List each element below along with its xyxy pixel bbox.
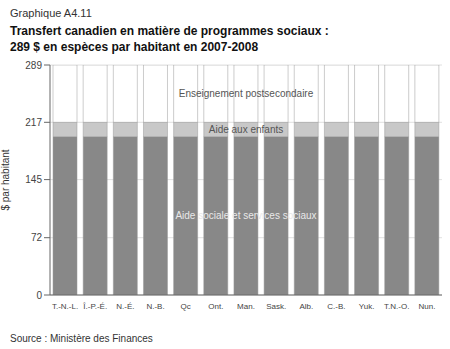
svg-text:Aide aux enfants: Aide aux enfants <box>209 124 284 135</box>
svg-text:Enseignement postsecondaire: Enseignement postsecondaire <box>179 88 314 99</box>
svg-text:72: 72 <box>31 232 43 243</box>
svg-text:Qc: Qc <box>181 302 191 311</box>
svg-text:Ont.: Ont. <box>208 302 223 311</box>
html-text:Source : Ministère des Finance: Source : Ministère des Finances <box>10 333 153 344</box>
svg-text:Alb.: Alb. <box>299 302 313 311</box>
svg-text:Man.: Man. <box>237 302 255 311</box>
svg-text:N.-É.: N.-É. <box>116 302 134 311</box>
svg-text:T.N.-O.: T.N.-O. <box>384 302 409 311</box>
svg-text:Aide sociale et services socia: Aide sociale et services sociaux <box>175 210 316 221</box>
svg-text:T.-N.-L.: T.-N.-L. <box>52 302 78 311</box>
svg-text:N.-B.: N.-B. <box>146 302 164 311</box>
html-text:Transfert canadien en matière: Transfert canadien en matière de program… <box>10 24 329 54</box>
svg-text:C.-B.: C.-B. <box>327 302 345 311</box>
svg-text:145: 145 <box>25 174 42 185</box>
svg-text:0: 0 <box>36 290 42 301</box>
svg-text:$ par habitant: $ par habitant <box>8 149 11 210</box>
svg-text:217: 217 <box>25 117 42 128</box>
html-text:Graphique A4.11: Graphique A4.11 <box>10 7 92 19</box>
svg-text:Sask.: Sask. <box>266 302 286 311</box>
svg-text:289: 289 <box>25 60 42 71</box>
svg-text:Yuk.: Yuk. <box>359 302 375 311</box>
svg-text:Nun.: Nun. <box>418 302 435 311</box>
svg-text:Î.-P.-É.: Î.-P.-É. <box>82 302 107 311</box>
